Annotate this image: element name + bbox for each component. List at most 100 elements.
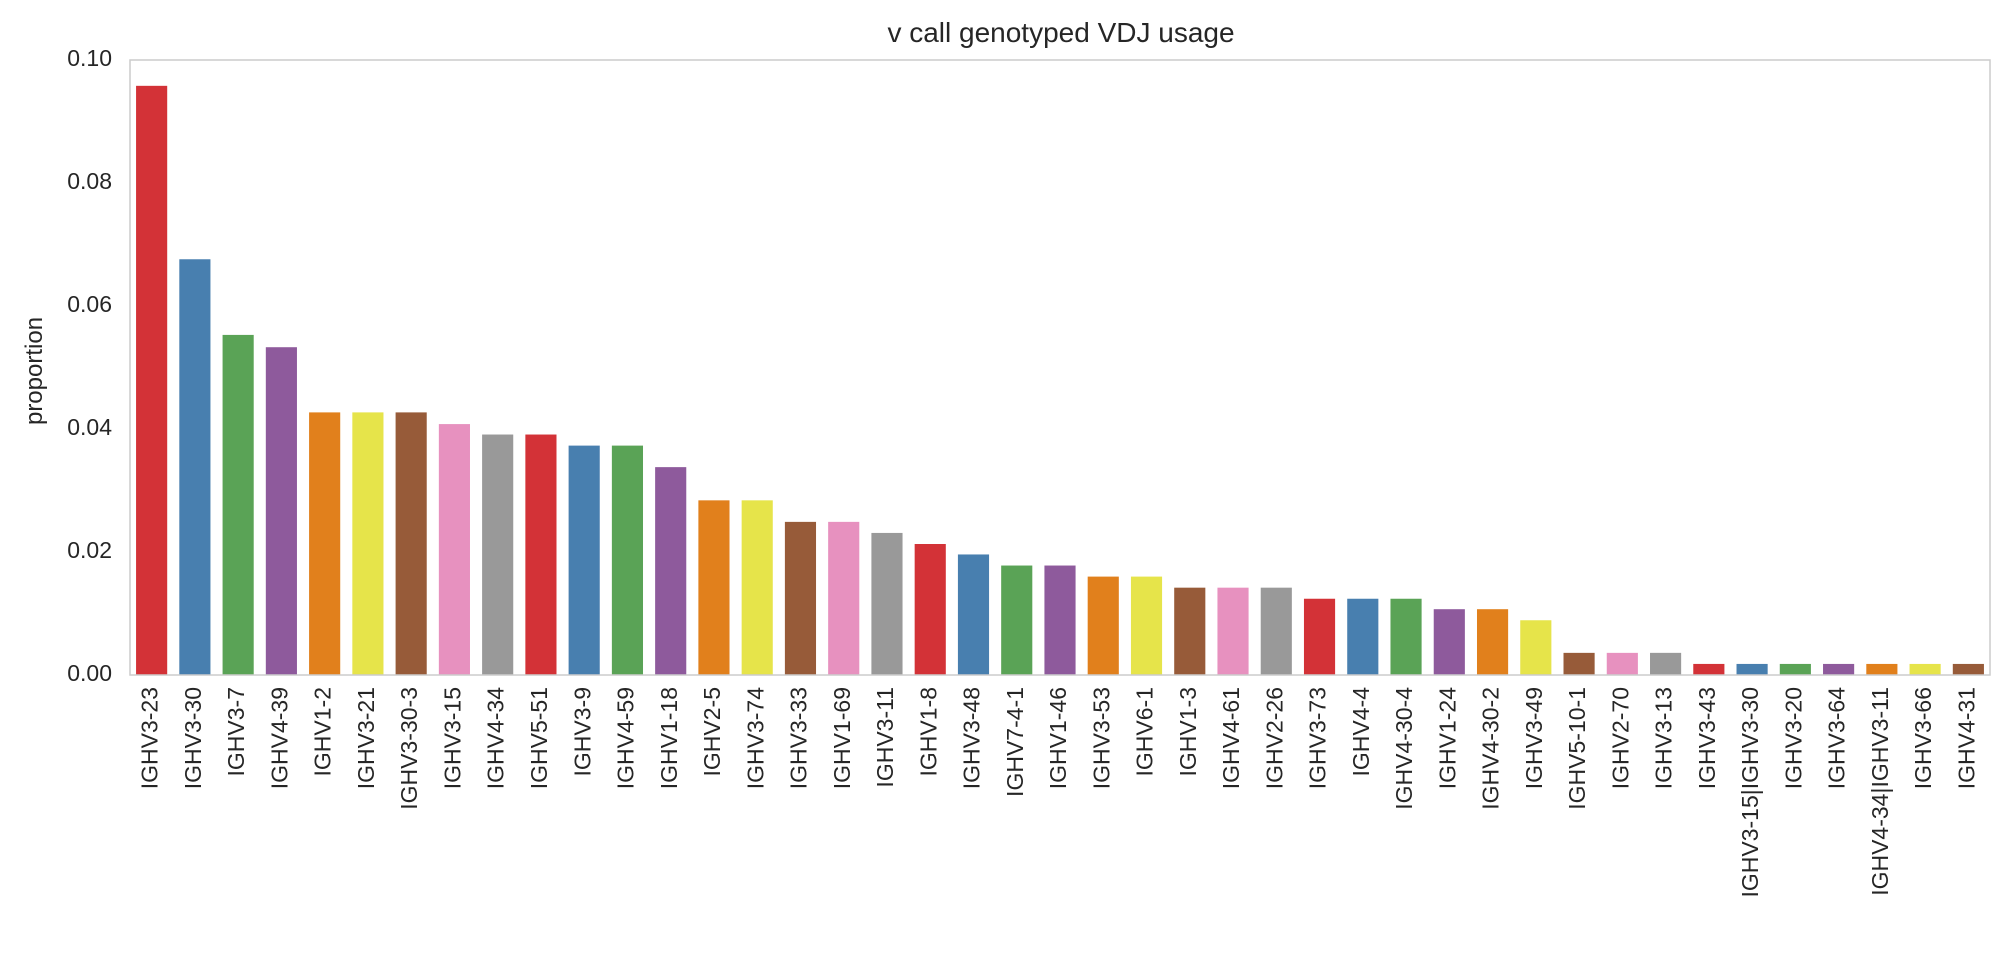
x-tick-label: IGHV1-24 (1434, 687, 1460, 789)
x-tick-label: IGHV6-1 (1132, 687, 1158, 776)
x-tick-label: IGHV3-74 (742, 687, 768, 789)
bar-ighv3-11 (871, 532, 903, 675)
bar-ighv3-66 (1909, 663, 1941, 675)
bar-ighv5-51 (525, 434, 557, 675)
x-tick-label: IGHV3-48 (959, 687, 985, 789)
bar-ighv2-5 (698, 500, 730, 675)
bar-ighv4-61 (1217, 587, 1249, 675)
bar-ighv4-34 (482, 434, 514, 675)
x-axis: IGHV3-23 IGHV3-30 IGHV3-7 IGHV4-39 IGHV1-2 IG… (137, 687, 1980, 898)
y-tick-label: 0.06 (67, 291, 112, 317)
x-tick-label: IGHV3-53 (1088, 687, 1114, 789)
x-tick-label: IGHV4-30-4 (1391, 687, 1417, 810)
bar-ighv3-13 (1650, 652, 1682, 675)
x-tick-label: IGHV3-43 (1694, 687, 1720, 789)
x-tick-label: IGHV3-11 (872, 687, 898, 788)
plot-frame (129, 59, 1991, 676)
bar-ighv3-53 (1087, 576, 1119, 675)
bar-ighv4-59 (611, 445, 644, 675)
bar-ighv3-48 (957, 554, 990, 675)
x-tick-label: IGHV3-49 (1521, 687, 1547, 789)
bar-ighv1-24 (1433, 609, 1465, 675)
bars-layer (136, 85, 1984, 675)
bar-ighv1-69 (828, 521, 860, 675)
x-tick-label: IGHV3-23 (137, 687, 163, 789)
bar-ighv3-9 (568, 445, 600, 675)
y-tick-label: 0.02 (67, 537, 112, 563)
x-tick-label: IGHV4-61 (1218, 687, 1244, 789)
bar-ighv4-39 (265, 347, 297, 675)
x-tick-label: IGHV7-4-1 (1002, 687, 1028, 797)
bar-ighv3-64 (1823, 663, 1855, 675)
bar-ighv3-30 (179, 259, 211, 675)
bar-ighv3-74 (741, 500, 773, 675)
bar-ighv3-33 (784, 521, 817, 675)
chart-title: v call genotyped VDJ usage (887, 17, 1234, 48)
x-tick-label: IGHV3-64 (1824, 687, 1850, 789)
x-tick-label: IGHV1-69 (829, 687, 855, 789)
x-tick-label: IGHV3-9 (569, 687, 595, 776)
bar-ighv2-26 (1260, 587, 1292, 675)
bar-ighv7-4-1 (1001, 565, 1033, 675)
x-tick-label: IGHV3-73 (1305, 687, 1331, 789)
bar-ighv1-8 (914, 544, 946, 675)
bar-ighv6-1 (1130, 576, 1163, 675)
x-tick-label: IGHV4-30-2 (1478, 687, 1504, 810)
bar-ighv3-23 (136, 85, 168, 675)
bar-ighv3-20 (1779, 663, 1811, 675)
x-tick-label: IGHV4-34 (483, 687, 509, 789)
bar-ighv3-30-3 (395, 412, 427, 675)
bar-ighv4-30-2 (1476, 609, 1509, 675)
x-tick-label: IGHV3-7 (223, 687, 249, 776)
bar-ighv2-70 (1606, 652, 1638, 675)
x-tick-label: IGHV1-3 (1175, 687, 1201, 776)
x-tick-label: IGHV3-15 (439, 687, 465, 789)
bar-ighv3-49 (1520, 620, 1552, 675)
bar-ighv3-73 (1303, 598, 1336, 675)
x-tick-label: IGHV3-66 (1910, 687, 1936, 789)
x-tick-label: IGHV3-21 (353, 687, 379, 789)
bar-ighv3-15 (438, 424, 470, 675)
bar-ighv4-34-ighv3-11 (1866, 663, 1898, 675)
y-tick-label: 0.08 (67, 168, 112, 194)
bar-ighv1-2 (309, 412, 341, 675)
x-tick-label: IGHV3-30 (180, 687, 206, 789)
y-tick-label: 0.04 (67, 414, 112, 440)
bar-ighv3-21 (352, 412, 384, 675)
bar-ighv3-15-ighv3-30 (1736, 663, 1768, 675)
x-tick-label: IGHV3-33 (786, 687, 812, 789)
x-tick-label: IGHV3-13 (1651, 687, 1677, 789)
y-axis: 0.00 0.02 0.04 0.06 0.08 0.10 (67, 45, 112, 686)
x-tick-label: IGHV3-20 (1780, 687, 1806, 789)
bar-ighv1-3 (1174, 587, 1206, 675)
x-tick-label: IGHV1-8 (915, 687, 941, 776)
y-tick-label: 0.00 (67, 660, 112, 686)
bar-ighv5-10-1 (1563, 652, 1595, 675)
x-tick-label: IGHV5-10-1 (1564, 687, 1590, 810)
bar-ighv3-43 (1693, 663, 1725, 675)
x-tick-label: IGHV1-46 (1045, 687, 1071, 789)
x-tick-label: IGHV4-39 (266, 687, 292, 789)
x-tick-label: IGHV2-5 (699, 687, 725, 776)
x-tick-label: IGHV4-59 (613, 687, 639, 789)
x-tick-label: IGHV5-51 (526, 687, 552, 789)
bar-ighv4-30-4 (1390, 598, 1422, 675)
y-tick-label: 0.10 (67, 45, 112, 71)
bar-ighv1-18 (655, 467, 687, 675)
bar-ighv4-4 (1347, 598, 1379, 675)
x-tick-label: IGHV1-18 (656, 687, 682, 789)
x-tick-label: IGHV4-31 (1953, 687, 1979, 789)
x-tick-label: IGHV1-2 (310, 687, 336, 776)
bar-ighv1-46 (1044, 565, 1076, 675)
x-tick-label: IGHV4-4 (1348, 687, 1374, 777)
y-axis-label: proportion (21, 317, 48, 425)
x-tick-label: IGHV2-26 (1261, 687, 1287, 789)
bar-ighv4-31 (1952, 663, 1984, 675)
x-tick-label: IGHV2-70 (1607, 687, 1633, 789)
bar-ighv3-7 (222, 334, 254, 675)
x-tick-label: IGHV3-15|IGHV3-30 (1737, 687, 1763, 898)
x-tick-label: IGHV4-34|IGHV3-11 (1867, 687, 1893, 896)
x-tick-label: IGHV3-30-3 (396, 687, 422, 810)
